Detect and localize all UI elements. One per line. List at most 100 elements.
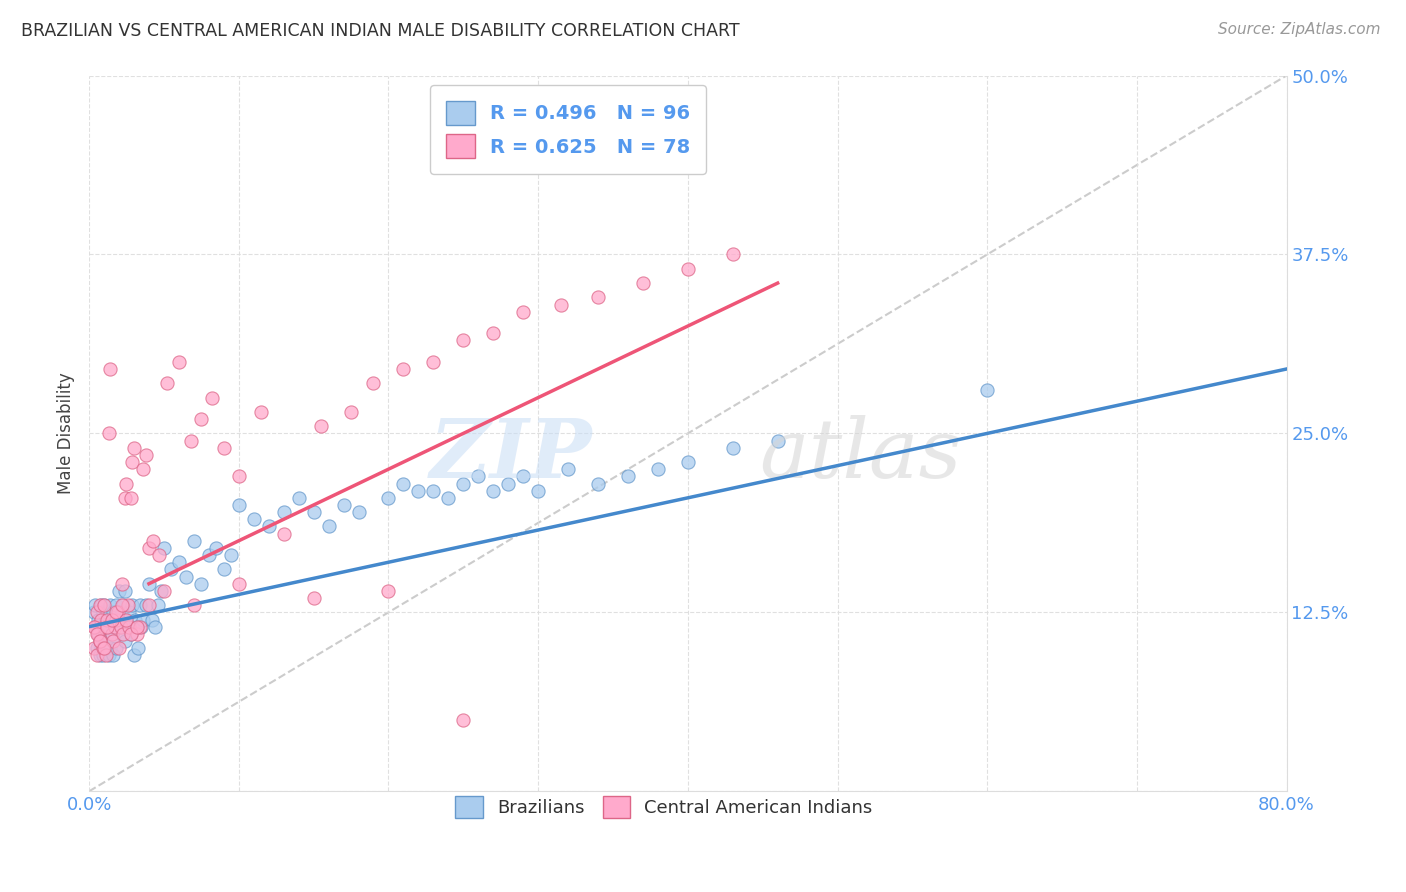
Point: [228, 498, 250, 512]
Point: [103, 620, 125, 634]
Point: [90, 598, 112, 612]
Point: [149, 583, 172, 598]
Point: [250, 405, 273, 419]
Point: [111, 605, 134, 619]
Point: [129, 598, 152, 612]
Point: [101, 634, 124, 648]
Point: [205, 541, 228, 555]
Point: [377, 491, 399, 505]
Point: [377, 583, 399, 598]
Point: [108, 641, 131, 656]
Point: [100, 627, 122, 641]
Point: [318, 519, 340, 533]
Point: [228, 576, 250, 591]
Point: [143, 620, 166, 634]
Point: [125, 627, 148, 641]
Point: [90, 641, 112, 656]
Point: [302, 505, 325, 519]
Point: [105, 613, 128, 627]
Point: [89, 634, 111, 648]
Point: [112, 627, 135, 641]
Point: [94, 648, 117, 663]
Point: [721, 441, 744, 455]
Point: [257, 519, 280, 533]
Point: [105, 605, 128, 619]
Point: [392, 476, 415, 491]
Point: [91, 605, 114, 619]
Text: ZIP: ZIP: [429, 415, 592, 495]
Point: [101, 648, 124, 663]
Point: [93, 641, 115, 656]
Point: [302, 591, 325, 605]
Point: [135, 448, 157, 462]
Point: [422, 355, 444, 369]
Point: [363, 376, 385, 391]
Point: [332, 498, 354, 512]
Point: [96, 620, 118, 634]
Point: [167, 355, 190, 369]
Point: [84, 598, 107, 612]
Point: [115, 613, 138, 627]
Point: [89, 620, 111, 634]
Point: [122, 441, 145, 455]
Point: [86, 648, 108, 663]
Point: [83, 620, 105, 634]
Point: [120, 627, 142, 641]
Point: [96, 627, 118, 641]
Point: [90, 613, 112, 627]
Point: [94, 641, 117, 656]
Point: [647, 462, 669, 476]
Point: [91, 641, 114, 656]
Point: [287, 491, 309, 505]
Point: [437, 491, 460, 505]
Point: [122, 648, 145, 663]
Point: [120, 627, 142, 641]
Point: [132, 613, 155, 627]
Point: [96, 613, 118, 627]
Point: [100, 627, 122, 641]
Point: [125, 620, 148, 634]
Point: [219, 548, 242, 562]
Point: [115, 613, 138, 627]
Point: [273, 505, 295, 519]
Point: [98, 362, 121, 376]
Point: [242, 512, 264, 526]
Point: [617, 469, 640, 483]
Point: [100, 613, 122, 627]
Point: [586, 476, 609, 491]
Point: [114, 634, 136, 648]
Point: [118, 620, 141, 634]
Point: [89, 634, 111, 648]
Point: [141, 613, 163, 627]
Point: [138, 541, 160, 555]
Point: [120, 491, 142, 505]
Point: [114, 583, 136, 598]
Point: [453, 334, 475, 348]
Point: [721, 247, 744, 261]
Point: [86, 627, 108, 641]
Point: [190, 576, 212, 591]
Point: [183, 533, 205, 548]
Text: BRAZILIAN VS CENTRAL AMERICAN INDIAN MALE DISABILITY CORRELATION CHART: BRAZILIAN VS CENTRAL AMERICAN INDIAN MAL…: [21, 22, 740, 40]
Point: [309, 419, 332, 434]
Point: [121, 455, 143, 469]
Text: Source: ZipAtlas.com: Source: ZipAtlas.com: [1218, 22, 1381, 37]
Point: [83, 641, 105, 656]
Point: [121, 598, 143, 612]
Point: [512, 469, 534, 483]
Point: [138, 598, 160, 612]
Point: [676, 455, 699, 469]
Point: [340, 405, 363, 419]
Point: [198, 548, 221, 562]
Point: [408, 483, 430, 498]
Point: [100, 613, 122, 627]
Point: [467, 469, 489, 483]
Point: [156, 376, 179, 391]
Point: [180, 434, 202, 448]
Point: [118, 605, 141, 619]
Point: [482, 483, 505, 498]
Point: [347, 505, 370, 519]
Point: [112, 598, 135, 612]
Point: [557, 462, 579, 476]
Point: [631, 276, 654, 290]
